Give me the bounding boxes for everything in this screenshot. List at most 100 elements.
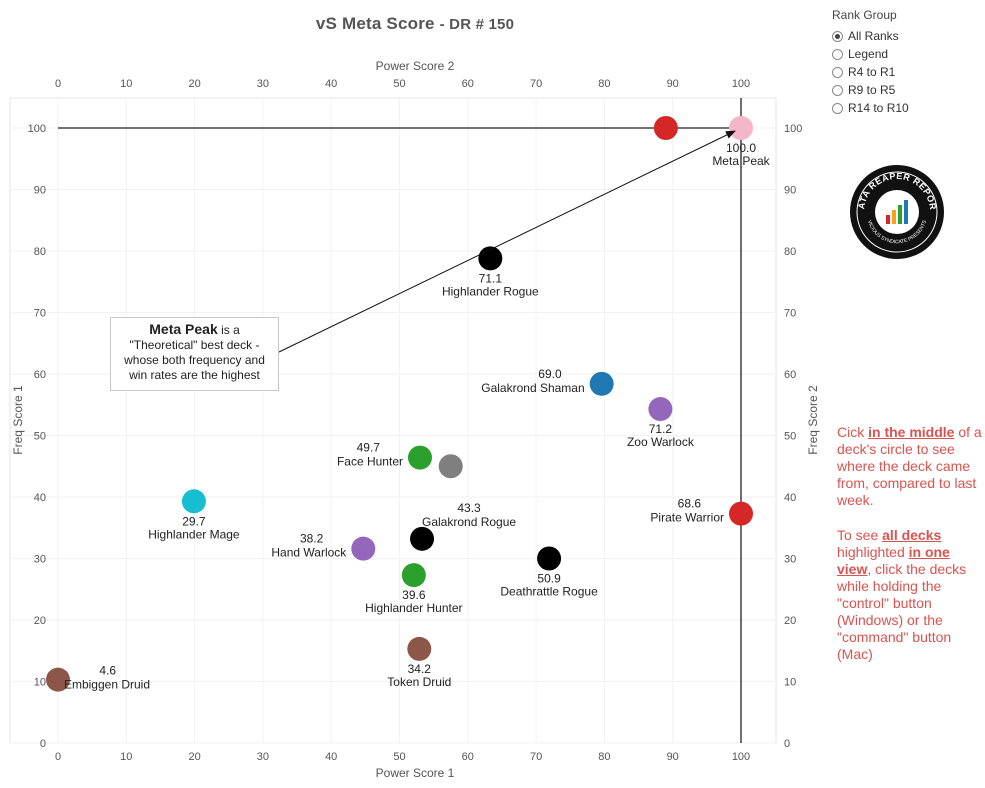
y-tick-label-left: 40 xyxy=(34,492,46,504)
rank-option-legend[interactable]: Legend xyxy=(832,45,909,63)
x-tick-label-top: 20 xyxy=(188,78,200,90)
x-tick-label-top: 10 xyxy=(120,78,132,90)
radio-icon[interactable] xyxy=(832,48,843,60)
deck-point[interactable] xyxy=(653,116,678,140)
rank-group-filter: Rank Group All Ranks Legend R4 to R1 R9 to … xyxy=(832,8,909,117)
scatter-chart: 0010102020303040405050606070708080909010… xyxy=(9,59,820,780)
deck-value-label: 34.2 xyxy=(408,662,432,676)
rank-option-r14-to-r10[interactable]: R14 to R10 xyxy=(832,99,909,117)
y-tick-label-right: 50 xyxy=(784,431,796,443)
deck-name-label: Embiggen Druid xyxy=(64,678,150,692)
chart-title: vS Meta Score - DR # 150 xyxy=(0,14,830,34)
x-tick-label-bottom: 90 xyxy=(667,751,679,763)
callout-line4: win rates are the highest xyxy=(129,368,260,382)
instructions-note: Cick in the middle of a deck's circle to… xyxy=(837,424,982,681)
instructions-p1: Cick in the middle of a deck's circle to… xyxy=(837,424,982,508)
instructions-p2: To see all decks highlighted in one view… xyxy=(837,527,967,662)
x-tick-label-bottom: 60 xyxy=(462,751,474,763)
x-tick-label-bottom: 50 xyxy=(393,751,405,763)
y-tick-label-right: 40 xyxy=(784,492,796,504)
deck-value-label: 43.3 xyxy=(457,501,481,515)
callout-line2: "Theoretical" best deck - xyxy=(129,338,260,352)
deck-value-label: 68.6 xyxy=(678,497,702,511)
rank-option-r9-to-r5[interactable]: R9 to R5 xyxy=(832,81,909,99)
x-tick-label-bottom: 10 xyxy=(120,751,132,763)
deck-point[interactable] xyxy=(351,536,376,561)
x-tick-label-bottom: 20 xyxy=(188,751,200,763)
y-tick-label-left: 70 xyxy=(34,308,46,320)
deck-value-label: 38.2 xyxy=(300,532,324,546)
y-tick-label-right: 100 xyxy=(784,123,802,135)
deck-point[interactable] xyxy=(537,546,562,571)
y-tick-label-right: 20 xyxy=(784,615,796,627)
deck-name-label: Highlander Mage xyxy=(148,527,240,541)
y-tick-label-left: 0 xyxy=(40,738,46,750)
deck-point[interactable] xyxy=(401,563,426,588)
rank-option-label: All Ranks xyxy=(848,29,899,43)
rank-option-label: R4 to R1 xyxy=(848,65,896,79)
rank-option-label: R9 to R5 xyxy=(848,83,896,97)
chart-title-main: vS Meta Score xyxy=(315,14,435,33)
y-tick-label-right: 30 xyxy=(784,554,796,566)
x-tick-label-top: 50 xyxy=(393,78,405,90)
radio-icon[interactable] xyxy=(832,30,843,42)
deck-point[interactable] xyxy=(407,445,432,470)
y-tick-label-left: 60 xyxy=(34,369,46,381)
x-tick-label-bottom: 40 xyxy=(325,751,337,763)
x-tick-label-top: 40 xyxy=(325,78,337,90)
y-tick-label-right: 10 xyxy=(784,677,796,689)
x-tick-label-top: 0 xyxy=(55,78,61,90)
deck-value-label: 71.2 xyxy=(649,422,673,436)
x-axis-title: Power Score 1 xyxy=(376,766,455,780)
deck-value-label: 100.0 xyxy=(726,141,756,155)
x-tick-label-top: 60 xyxy=(462,78,474,90)
x-tick-label-top: 100 xyxy=(732,78,750,90)
deck-point[interactable] xyxy=(589,371,614,396)
deck-name-label: Highlander Hunter xyxy=(365,601,462,615)
callout-line3: whose both frequency and xyxy=(124,353,265,367)
y-tick-label-right: 60 xyxy=(784,369,796,381)
data-reaper-logo: DATA REAPER REPORT VICIOUS SYNDICATE PRE… xyxy=(848,163,944,259)
y-tick-label-left: 50 xyxy=(34,431,46,443)
deck-name-label: Galakrond Rogue xyxy=(422,515,516,529)
deck-name-label: Zoo Warlock xyxy=(627,435,695,449)
x-tick-label-bottom: 80 xyxy=(598,751,610,763)
radio-icon[interactable] xyxy=(832,66,843,78)
deck-point[interactable] xyxy=(729,501,753,526)
x-tick-label-bottom: 70 xyxy=(530,751,542,763)
deck-value-label: 50.9 xyxy=(537,572,561,586)
deck-point[interactable] xyxy=(438,454,463,479)
callout-bold: Meta Peak xyxy=(149,321,218,337)
deck-value-label: 69.0 xyxy=(538,367,562,381)
x-tick-label-bottom: 30 xyxy=(257,751,269,763)
rank-option-label: R14 to R10 xyxy=(848,101,909,115)
deck-name-label: Highlander Rogue xyxy=(442,284,539,298)
deck-value-label: 39.6 xyxy=(402,588,426,602)
radio-icon[interactable] xyxy=(832,84,843,96)
callout-line1: is a xyxy=(217,323,240,337)
y-axis-title-right: Freq Score 2 xyxy=(806,385,820,455)
x-tick-label-top: 70 xyxy=(530,78,542,90)
deck-point[interactable] xyxy=(181,489,206,514)
deck-value-label: 4.6 xyxy=(99,664,116,678)
rank-option-r4-to-r1[interactable]: R4 to R1 xyxy=(832,63,909,81)
radio-icon[interactable] xyxy=(832,102,843,114)
deck-point[interactable] xyxy=(407,636,432,661)
deck-name-label: Hand Warlock xyxy=(271,546,347,560)
y-tick-label-left: 30 xyxy=(34,554,46,566)
x-tick-label-top: 90 xyxy=(667,78,679,90)
deck-point[interactable] xyxy=(648,397,673,422)
deck-name-label: Face Hunter xyxy=(337,455,403,469)
meta-peak-arrow xyxy=(278,130,736,353)
deck-point[interactable] xyxy=(410,526,435,551)
meta-peak-callout: Meta Peak is a "Theoretical" best deck -… xyxy=(110,317,279,391)
y-tick-label-right: 70 xyxy=(784,308,796,320)
deck-point[interactable] xyxy=(729,116,753,140)
rank-option-all-ranks[interactable]: All Ranks xyxy=(832,27,909,45)
x-tick-label-bottom: 0 xyxy=(55,751,61,763)
x-tick-label-top: 80 xyxy=(598,78,610,90)
y-tick-label-left: 10 xyxy=(34,677,46,689)
rank-option-label: Legend xyxy=(848,47,889,61)
deck-name-label: Meta Peak xyxy=(712,154,770,168)
deck-point[interactable] xyxy=(46,667,70,692)
